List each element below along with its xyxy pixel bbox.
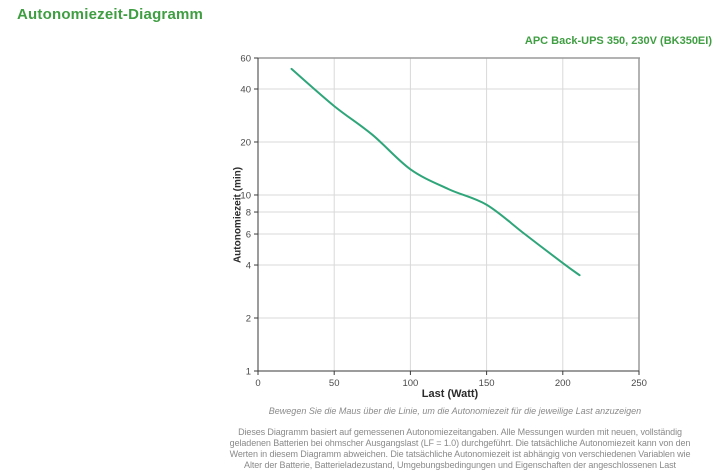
x-tick-label: 100 (402, 378, 418, 389)
x-tick-label: 0 (255, 378, 260, 389)
runtime-curve[interactable] (290, 67, 581, 277)
x-tick-label: 150 (479, 378, 495, 389)
y-tick-label: 60 (240, 54, 251, 65)
y-axis-label: Autonomiezeit (min) (232, 166, 244, 264)
x-tick-label: 50 (329, 378, 340, 389)
y-tick-label: 20 (240, 137, 251, 148)
hover-instruction: Bewegen Sie die Maus über die Linie, um … (268, 406, 642, 416)
y-tick-label: 10 (240, 190, 251, 201)
disclaimer-text: Dieses Diagramm basiert auf gemessenen A… (229, 427, 691, 470)
x-axis-label: Last (Watt) (421, 388, 479, 400)
chart-plot-area[interactable]: 1 2 4 6 8 10 20 40 60 0 50 100 150 200 250 (225, 50, 650, 402)
y-tick-label: 2 (246, 314, 251, 325)
x-tick-label: 250 (631, 378, 647, 389)
y-tick-label: 6 (246, 230, 251, 241)
y-tick-label: 40 (240, 84, 251, 95)
y-tick-label: 1 (246, 367, 251, 378)
y-tick-label: 4 (246, 261, 251, 272)
chart-subtitle: APC Back-UPS 350, 230V (BK350EI) (524, 35, 712, 47)
page-title: Autonomiezeit-Diagramm (17, 6, 204, 23)
x-tick-label: 200 (555, 378, 571, 389)
y-tick-label: 8 (246, 208, 251, 219)
